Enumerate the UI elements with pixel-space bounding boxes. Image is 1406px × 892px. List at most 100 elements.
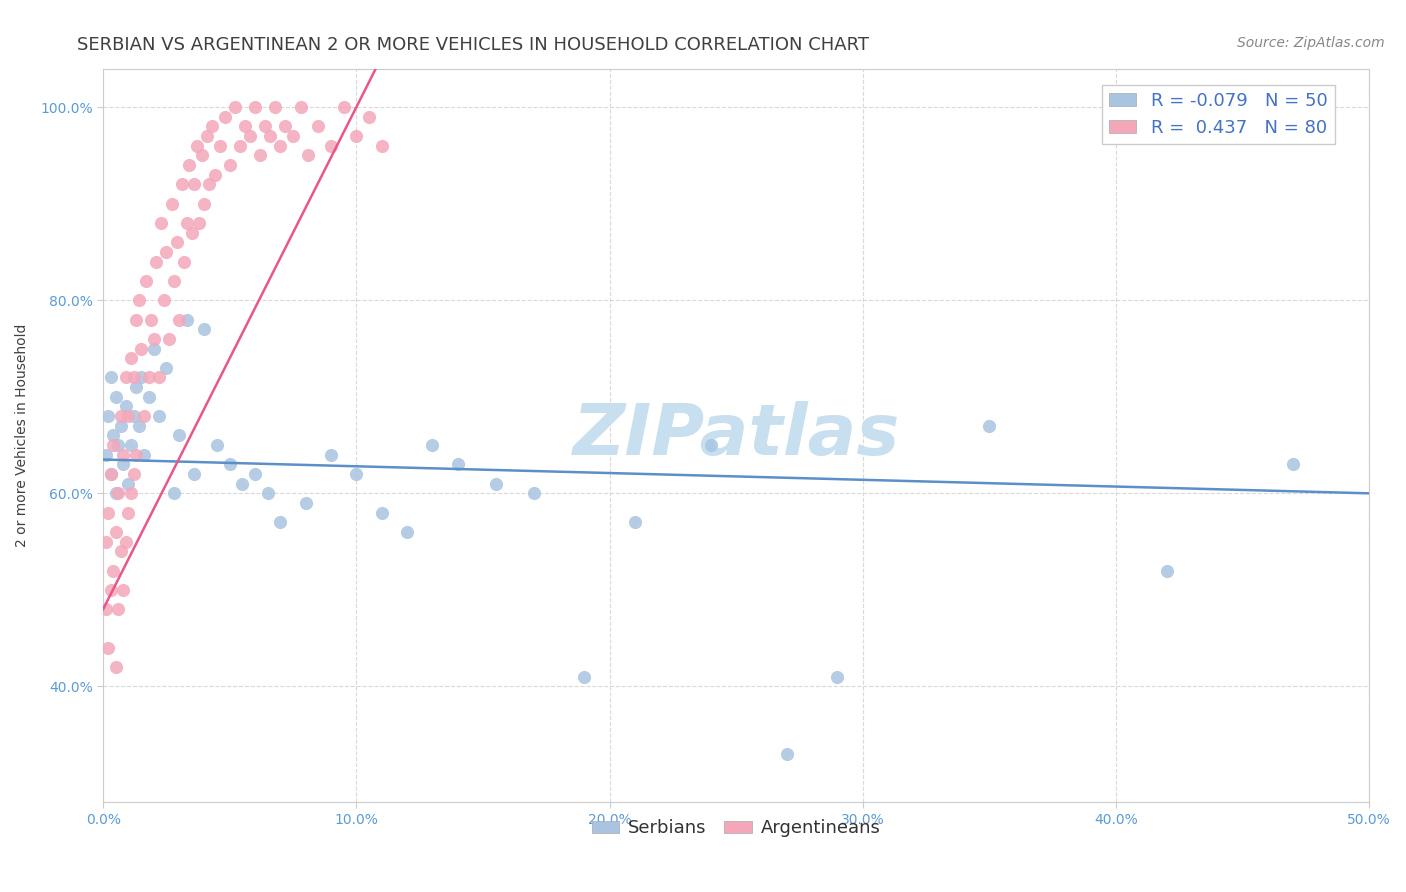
Point <box>104 524 127 539</box>
Point <box>115 400 138 414</box>
Point <box>204 168 226 182</box>
Point <box>290 100 312 114</box>
Point <box>103 438 125 452</box>
Point <box>186 138 208 153</box>
Point <box>115 534 138 549</box>
Point <box>117 409 139 423</box>
Point <box>100 582 122 597</box>
Point <box>103 564 125 578</box>
Point <box>142 342 165 356</box>
Point <box>160 196 183 211</box>
Point <box>294 496 316 510</box>
Point <box>979 418 1001 433</box>
Point <box>163 274 186 288</box>
Point <box>107 486 129 500</box>
Text: SERBIAN VS ARGENTINEAN 2 OR MORE VEHICLES IN HOUSEHOLD CORRELATION CHART: SERBIAN VS ARGENTINEAN 2 OR MORE VEHICLE… <box>77 36 869 54</box>
Point <box>274 120 297 134</box>
Point <box>183 467 205 481</box>
Point <box>269 138 291 153</box>
Point <box>195 129 218 144</box>
Point <box>128 418 150 433</box>
Point <box>198 178 221 192</box>
Point <box>269 516 291 530</box>
Point <box>167 428 190 442</box>
Point <box>173 254 195 268</box>
Point <box>193 322 215 336</box>
Point <box>122 409 145 423</box>
Point <box>125 380 148 394</box>
Point <box>120 486 142 500</box>
Point <box>112 448 135 462</box>
Point <box>120 438 142 452</box>
Point <box>107 602 129 616</box>
Point <box>141 312 163 326</box>
Point <box>100 467 122 481</box>
Legend: Serbians, Argentineans: Serbians, Argentineans <box>585 812 887 845</box>
Point <box>332 100 354 114</box>
Point <box>94 448 117 462</box>
Point <box>254 120 277 134</box>
Text: ZIPatlas: ZIPatlas <box>572 401 900 470</box>
Point <box>259 129 281 144</box>
Point <box>281 129 304 144</box>
Point <box>104 390 127 404</box>
Point <box>205 438 228 452</box>
Point <box>122 467 145 481</box>
Point <box>249 148 271 162</box>
Point <box>188 216 211 230</box>
Point <box>100 467 122 481</box>
Point <box>231 476 253 491</box>
Point <box>446 458 468 472</box>
Point <box>243 100 266 114</box>
Point <box>256 486 278 500</box>
Point <box>157 332 180 346</box>
Point <box>155 360 177 375</box>
Point <box>153 293 176 308</box>
Point <box>110 418 132 433</box>
Point <box>214 110 236 124</box>
Point <box>94 534 117 549</box>
Point <box>191 148 214 162</box>
Point <box>128 293 150 308</box>
Point <box>264 100 287 114</box>
Point <box>357 110 380 124</box>
Point <box>176 312 198 326</box>
Point <box>97 640 120 655</box>
Point <box>208 138 231 153</box>
Point <box>94 602 117 616</box>
Point <box>224 100 246 114</box>
Point <box>193 196 215 211</box>
Point <box>176 216 198 230</box>
Point <box>218 458 240 472</box>
Point <box>107 438 129 452</box>
Point <box>700 438 723 452</box>
Point <box>297 148 319 162</box>
Point <box>103 428 125 442</box>
Point <box>319 448 342 462</box>
Point <box>484 476 506 491</box>
Point <box>167 312 190 326</box>
Point <box>100 370 122 384</box>
Point <box>574 670 596 684</box>
Point <box>138 370 160 384</box>
Point <box>132 409 155 423</box>
Point <box>120 351 142 366</box>
Point <box>112 458 135 472</box>
Point <box>170 178 193 192</box>
Point <box>117 476 139 491</box>
Point <box>776 747 799 761</box>
Point <box>1282 458 1305 472</box>
Point <box>344 129 367 144</box>
Point <box>344 467 367 481</box>
Point <box>129 370 152 384</box>
Point <box>112 582 135 597</box>
Point <box>115 370 138 384</box>
Point <box>827 670 849 684</box>
Point <box>125 312 148 326</box>
Point <box>243 467 266 481</box>
Point <box>307 120 329 134</box>
Point <box>218 158 240 172</box>
Point <box>239 129 262 144</box>
Point <box>319 138 342 153</box>
Y-axis label: 2 or more Vehicles in Household: 2 or more Vehicles in Household <box>15 324 30 547</box>
